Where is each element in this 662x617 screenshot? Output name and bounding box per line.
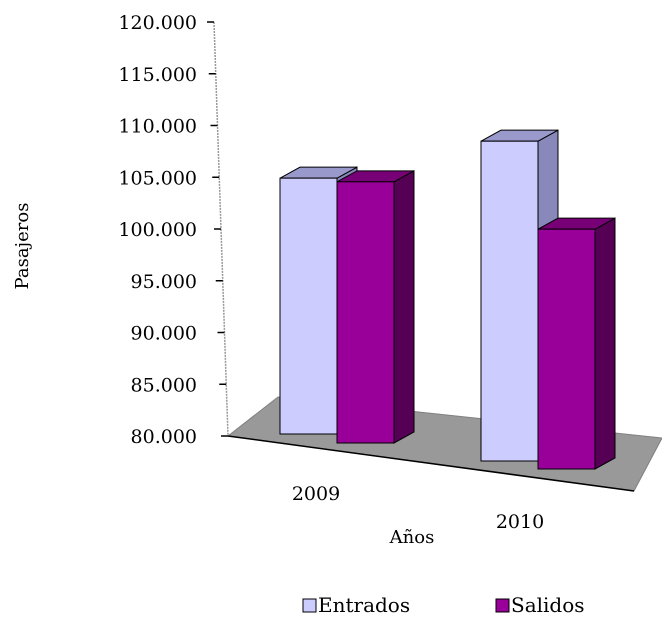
y-axis-ticks: 120.000 115.000 110.000 105.000 100.000 95.00…: [118, 12, 228, 448]
y-tick-label: 95.000: [131, 271, 197, 293]
bar-front: [480, 140, 539, 462]
y-axis-title: Pasajeros: [12, 203, 33, 290]
y-tick-label: 115.000: [118, 64, 197, 86]
y-tick-label: 100.000: [118, 219, 197, 241]
legend-label-entrados: Entrados: [318, 593, 410, 617]
bar-front: [336, 181, 395, 444]
bar-side: [393, 169, 415, 444]
bar-front: [537, 228, 596, 470]
x-tick-label-2009: 2009: [292, 483, 340, 505]
legend-swatch-salidos: [495, 598, 510, 613]
y-tick-label: 105.000: [118, 167, 197, 189]
bar-side: [594, 217, 616, 470]
bars: [279, 129, 616, 470]
legend-label-salidos: Salidos: [511, 593, 585, 617]
y-tick-label: 110.000: [118, 116, 197, 138]
bar-front: [279, 177, 338, 435]
y-tick-label: 80.000: [131, 426, 197, 448]
legend: Entrados Salidos: [302, 593, 585, 617]
legend-swatch-entrados: [302, 598, 317, 613]
bar-salidos-2009: [336, 169, 415, 444]
y-tick-label: 90.000: [131, 323, 197, 345]
bar-salidos-2010: [537, 217, 616, 470]
y-tick-label: 85.000: [131, 374, 197, 396]
x-tick-label-2010: 2010: [496, 511, 544, 533]
y-tick-label: 120.000: [118, 12, 197, 34]
x-axis-title: Años: [389, 527, 435, 548]
x-axis-line: [227, 435, 635, 492]
